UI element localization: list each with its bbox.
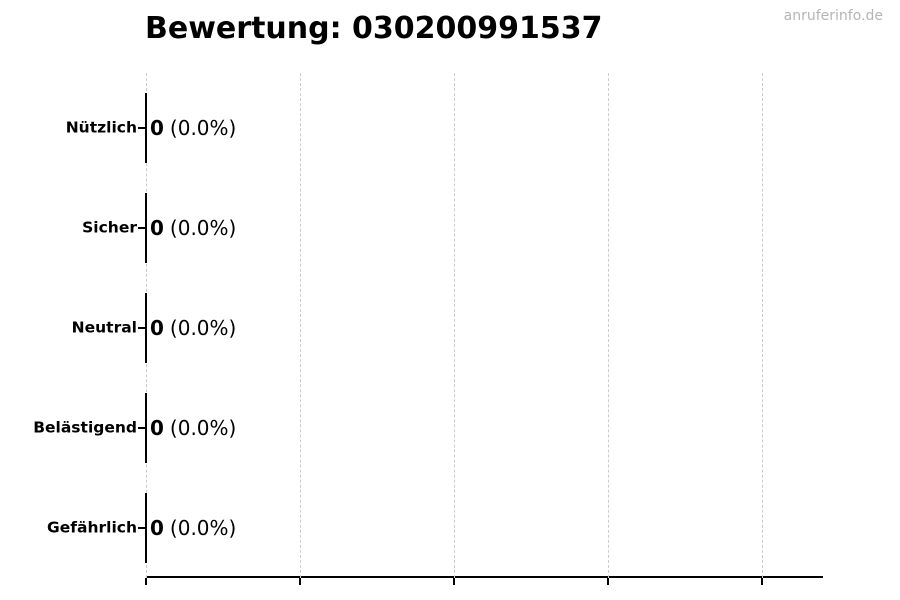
x-axis-tick [761, 578, 763, 585]
value-count: 0 [150, 216, 164, 240]
value-count: 0 [150, 416, 164, 440]
value-annotation: 0 (0.0%) [150, 516, 236, 540]
value-count: 0 [150, 316, 164, 340]
category-label: Belästigend [33, 418, 137, 437]
y-axis-tick [138, 427, 146, 429]
value-count: 0 [150, 516, 164, 540]
x-gridline [608, 73, 609, 578]
x-gridline [300, 73, 301, 578]
bar-2 [145, 293, 147, 363]
bar-1 [145, 193, 147, 263]
category-label: Neutral [71, 318, 137, 337]
y-axis-tick [138, 527, 146, 529]
x-axis-tick [145, 578, 147, 585]
y-axis-tick [138, 127, 146, 129]
value-annotation: 0 (0.0%) [150, 116, 236, 140]
x-gridline [454, 73, 455, 578]
y-axis-tick [138, 327, 146, 329]
value-annotation: 0 (0.0%) [150, 316, 236, 340]
plot-area [145, 73, 823, 585]
bar-4 [145, 493, 147, 563]
value-annotation: 0 (0.0%) [150, 416, 236, 440]
x-gridline [762, 73, 763, 578]
category-label: Gefährlich [47, 518, 137, 537]
watermark-text: anruferinfo.de [783, 8, 883, 24]
x-axis-tick [299, 578, 301, 585]
bar-0 [145, 93, 147, 163]
category-label: Nützlich [65, 118, 137, 137]
value-percent: (0.0%) [169, 216, 237, 240]
x-axis-tick [607, 578, 609, 585]
x-axis-line [146, 576, 823, 578]
category-label: Sicher [82, 218, 137, 237]
value-count: 0 [150, 116, 164, 140]
value-percent: (0.0%) [169, 416, 237, 440]
value-annotation: 0 (0.0%) [150, 216, 236, 240]
chart-title: Bewertung: 030200991537 [145, 11, 603, 46]
bar-3 [145, 393, 147, 463]
value-percent: (0.0%) [169, 316, 237, 340]
value-percent: (0.0%) [169, 516, 237, 540]
x-axis-tick [453, 578, 455, 585]
y-axis-tick [138, 227, 146, 229]
value-percent: (0.0%) [169, 116, 237, 140]
